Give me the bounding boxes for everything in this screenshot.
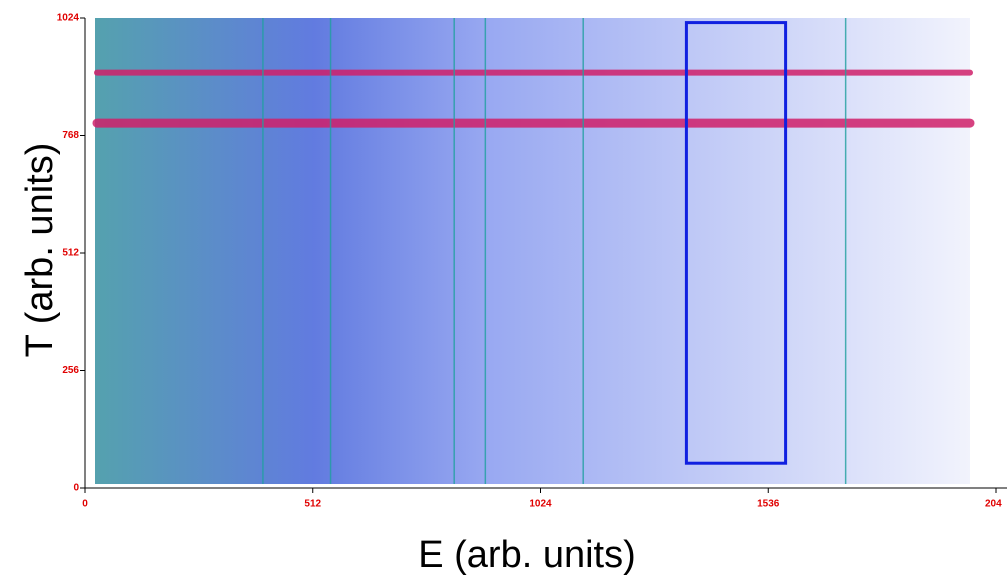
x-tick-label: 512: [304, 499, 321, 510]
y-tick-label: 1024: [57, 13, 80, 24]
x-tick-label: 0: [82, 499, 88, 510]
gate: [684, 21, 788, 465]
density-background: [95, 18, 970, 484]
y-tick-label: 768: [62, 130, 79, 141]
x-tick-label: 1536: [757, 499, 780, 510]
y-tick-label: 512: [62, 248, 79, 259]
y-tick-label: 0: [73, 483, 79, 494]
y-axis-label: T (arb. units): [19, 143, 61, 358]
x-tick-label: 1024: [529, 499, 552, 510]
y-tick-label: 256: [62, 365, 79, 376]
x-axis-label: E (arb. units): [418, 534, 636, 576]
x-tick-label: 204: [985, 499, 1002, 510]
